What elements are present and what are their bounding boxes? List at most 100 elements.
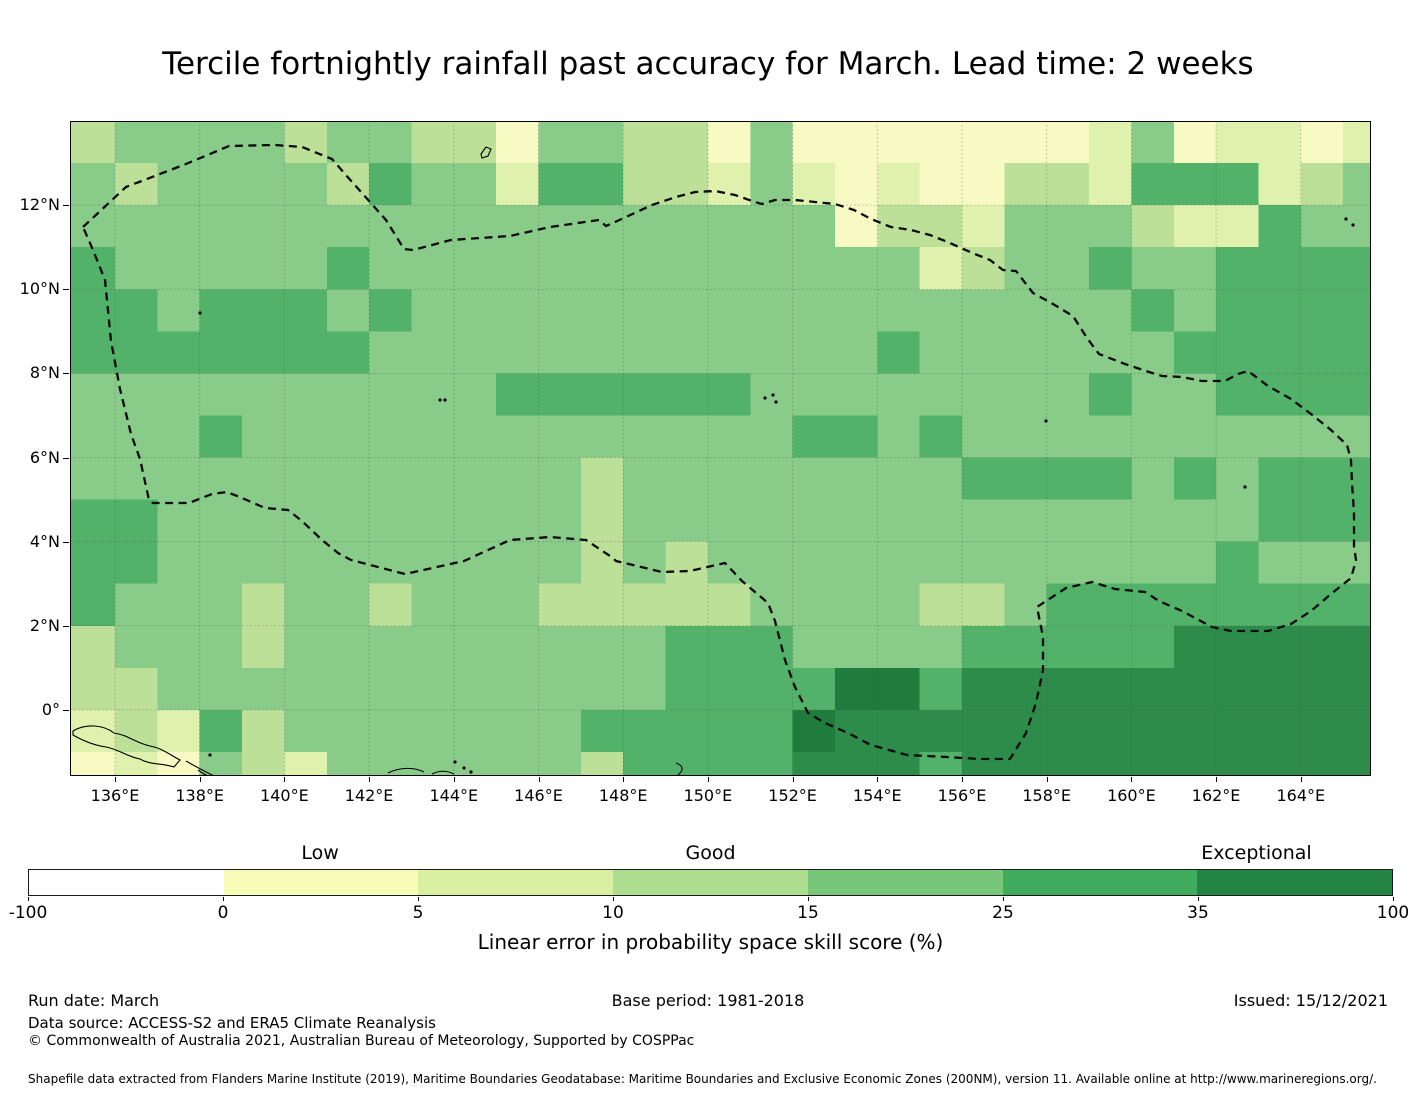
map-cell xyxy=(70,667,116,711)
map-cell xyxy=(1089,499,1132,543)
x-tick-label: 142°E xyxy=(344,786,394,805)
map-cell xyxy=(284,331,328,374)
map-cell xyxy=(369,163,413,206)
map-cell xyxy=(623,121,667,164)
map-cell xyxy=(284,751,328,777)
map-cell xyxy=(369,625,413,669)
map-cell xyxy=(707,709,751,753)
map-cell xyxy=(453,583,497,627)
map-cell xyxy=(1216,667,1260,711)
map-cell xyxy=(199,415,243,459)
map-cell xyxy=(919,583,963,627)
map-cell xyxy=(665,289,709,332)
map-cell xyxy=(496,415,540,459)
map-cell xyxy=(1131,331,1175,374)
colorbar-tick-mark xyxy=(808,897,809,901)
island-mark xyxy=(771,393,775,397)
map-cell xyxy=(1216,625,1260,669)
map-cell xyxy=(1004,205,1048,248)
map-cell xyxy=(792,667,836,711)
map-cell xyxy=(496,499,540,543)
map-cell xyxy=(496,457,540,501)
map-cell xyxy=(750,163,794,206)
map-cell xyxy=(115,163,158,206)
map-cell xyxy=(453,247,497,290)
map-cell xyxy=(1089,751,1132,777)
map-cell xyxy=(411,709,455,753)
map-cell xyxy=(580,499,624,543)
map-cell xyxy=(877,751,921,777)
map-cell xyxy=(1216,541,1260,585)
map-cell xyxy=(1004,499,1048,543)
map-cell xyxy=(623,415,667,459)
map-cell xyxy=(792,373,836,417)
map-cell xyxy=(1004,625,1048,669)
y-tick-mark xyxy=(63,457,69,459)
map-cell xyxy=(1258,247,1302,290)
base-period-text: Base period: 1981-2018 xyxy=(611,991,805,1010)
map-cell xyxy=(834,247,878,290)
map-cell xyxy=(834,499,878,543)
map-cell xyxy=(1173,247,1217,290)
map-cell xyxy=(199,541,243,585)
map-cell xyxy=(1300,205,1344,248)
map-cell xyxy=(115,541,158,585)
map-cell xyxy=(750,205,794,248)
map-cell xyxy=(1173,373,1217,417)
map-cell xyxy=(580,667,624,711)
map-cell xyxy=(157,625,201,669)
map-cell xyxy=(115,457,158,501)
x-tick-label: 144°E xyxy=(429,786,479,805)
map-cell xyxy=(792,625,836,669)
map-cell xyxy=(496,121,540,164)
map-cell xyxy=(580,625,624,669)
map-cell xyxy=(1343,583,1372,627)
map-cell xyxy=(919,289,963,332)
map-cell xyxy=(1258,163,1302,206)
map-cell xyxy=(157,751,201,777)
map-cell xyxy=(792,121,836,164)
x-tick-mark xyxy=(369,777,371,782)
map-cell xyxy=(369,499,413,543)
colorbar-tick-mark xyxy=(1198,897,1199,901)
map-cell xyxy=(1131,457,1175,501)
x-tick-mark xyxy=(1300,777,1302,782)
map-cell xyxy=(1089,373,1132,417)
map-cell xyxy=(1343,247,1372,290)
map-cell xyxy=(496,289,540,332)
map-cell xyxy=(623,625,667,669)
map-cell xyxy=(284,373,328,417)
map-cell xyxy=(369,373,413,417)
map-cell xyxy=(411,625,455,669)
map-cell xyxy=(1089,625,1132,669)
map-cell xyxy=(750,499,794,543)
map-cell xyxy=(157,205,201,248)
colorbar-segment xyxy=(29,870,224,895)
map-cell xyxy=(326,331,370,374)
map-cell xyxy=(750,541,794,585)
map-cell xyxy=(1343,709,1372,753)
map-cell xyxy=(284,121,328,164)
colorbar-segment xyxy=(613,870,808,895)
map-cell xyxy=(115,625,158,669)
map-cell xyxy=(369,583,413,627)
map-cell xyxy=(1046,709,1090,753)
map-cell xyxy=(453,415,497,459)
map-cell xyxy=(1343,625,1372,669)
map-cell xyxy=(919,625,963,669)
map-cell xyxy=(1089,415,1132,459)
map-cell xyxy=(1131,415,1175,459)
map-cell xyxy=(115,373,158,417)
map-cell xyxy=(538,163,582,206)
colorbar-segment xyxy=(807,870,1003,895)
map-cell xyxy=(792,499,836,543)
map-cell xyxy=(707,205,751,248)
map-cell xyxy=(199,667,243,711)
map-cell xyxy=(326,205,370,248)
map-cell xyxy=(1004,163,1048,206)
map-cell xyxy=(962,541,1005,585)
y-tick-mark xyxy=(63,373,69,375)
map-cell xyxy=(538,499,582,543)
map-cell xyxy=(496,163,540,206)
map-cell xyxy=(157,583,201,627)
